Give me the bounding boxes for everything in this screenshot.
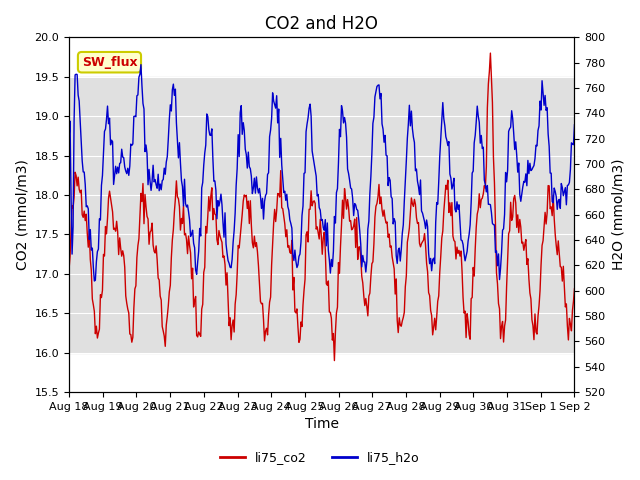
Y-axis label: H2O (mmol/m3): H2O (mmol/m3) (611, 159, 625, 270)
Bar (69, 77, 575, 353)
Legend: li75_co2, li75_h2o: li75_co2, li75_h2o (215, 446, 425, 469)
X-axis label: Time: Time (305, 418, 339, 432)
Title: CO2 and H2O: CO2 and H2O (266, 15, 378, 33)
Text: SW_flux: SW_flux (82, 56, 138, 69)
Y-axis label: CO2 (mmol/m3): CO2 (mmol/m3) (15, 159, 29, 270)
